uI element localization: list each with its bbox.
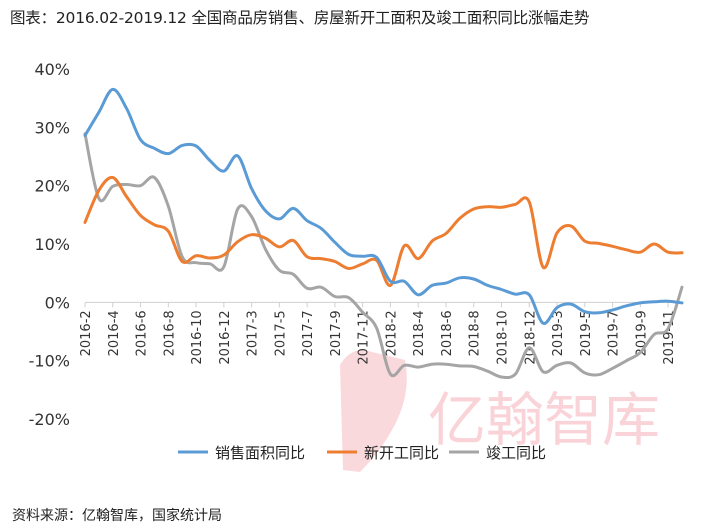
x-tick-label: 2016-8 (162, 310, 177, 356)
x-tick-label: 2018-4 (412, 310, 427, 356)
y-tick-label: 30% (34, 118, 70, 137)
x-tick-label: 2019-3 (551, 310, 566, 356)
x-tick-label: 2018-10 (496, 310, 511, 364)
series-line-new-starts (83, 175, 684, 287)
y-tick-label: 20% (34, 177, 70, 196)
y-tick-label: -20% (29, 410, 70, 429)
legend-label: 销售面积同比 (215, 444, 305, 462)
watermark: 亿翰智库 (340, 350, 660, 472)
x-tick-label: 2017-3 (246, 310, 261, 356)
x-tick-label: 2018-6 (440, 310, 455, 356)
legend: 销售面积同比 新开工同比 竣工同比 (178, 444, 546, 462)
chart-title: 图表：2016.02-2019.12 全国商品房销售、房屋新开工面积及竣工面积同… (10, 9, 590, 27)
legend-label: 新开工同比 (364, 444, 439, 462)
x-tick-label: 2017-5 (273, 310, 288, 356)
series-lines (83, 87, 684, 380)
y-tick-label: 0% (45, 293, 70, 312)
x-tick-label: 2019-5 (579, 310, 594, 356)
x-tick-label: 2017-7 (301, 310, 316, 356)
x-tick-label: 2019-7 (607, 310, 622, 356)
y-tick-label: 10% (34, 235, 70, 254)
x-tick-label: 2016-10 (190, 310, 205, 364)
series-line-sales-area (83, 87, 684, 325)
x-tick-label: 2017-11 (357, 310, 372, 364)
source-note: 资料来源：亿翰智库，国家统计局 (12, 508, 222, 524)
y-tick-label: -10% (29, 352, 70, 371)
x-tick-label: 2016-4 (107, 310, 122, 356)
x-tick-label: 2017-9 (329, 310, 344, 356)
series-line-completions (83, 132, 684, 380)
x-tick-label: 2018-2 (384, 310, 399, 356)
watermark-text: 亿翰智库 (428, 386, 660, 454)
x-tick-label: 2018-8 (468, 310, 483, 356)
watermark-logo-icon (340, 350, 407, 472)
x-tick-label: 2019-11 (662, 310, 677, 364)
x-tick-label: 2016-2 (79, 310, 94, 356)
x-tick-label: 2016-12 (218, 310, 233, 364)
x-tick-label: 2016-6 (135, 310, 150, 356)
y-tick-label: 40% (34, 60, 70, 79)
legend-label: 竣工同比 (486, 444, 546, 462)
